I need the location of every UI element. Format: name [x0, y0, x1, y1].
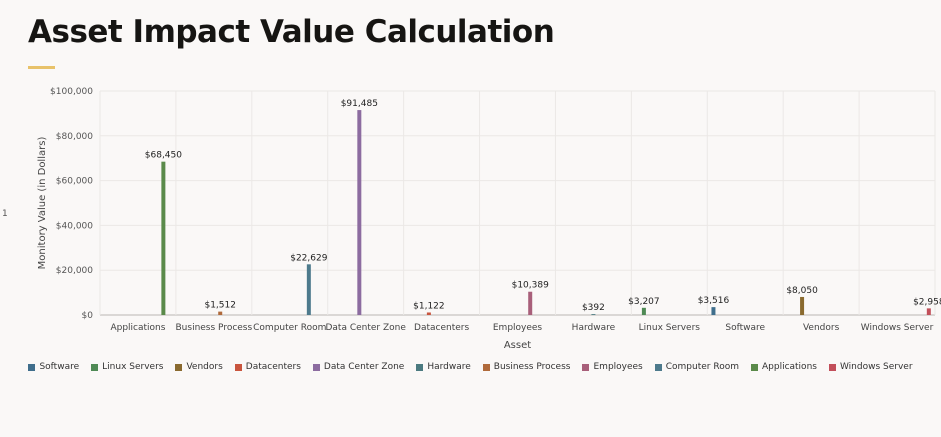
y-axis-label: Monitory Value (in Dollars): [37, 137, 48, 270]
legend-item[interactable]: Business Process: [482, 362, 571, 372]
data-label: $392: [582, 303, 605, 313]
bar: [641, 307, 646, 315]
legend-label: Computer Room: [665, 362, 739, 372]
legend-item[interactable]: Datacenters: [234, 362, 301, 372]
side-label: 1: [2, 209, 8, 219]
bar: [528, 291, 533, 315]
x-axis-categories: Applications Business Process Computer Roo…: [110, 323, 933, 333]
bar: [591, 314, 596, 315]
chart-grid: [99, 90, 936, 316]
x-tick-label: Employees: [493, 323, 543, 333]
legend-swatch: [416, 363, 424, 371]
bar: [800, 296, 805, 315]
legend-label: Linux Servers: [102, 362, 164, 372]
bar: [357, 110, 362, 315]
data-label: $3,516: [698, 296, 730, 306]
data-label: $3,207: [628, 297, 660, 307]
bar: [426, 312, 431, 315]
x-tick-label: Linux Servers: [639, 323, 701, 333]
data-label: $2,958: [913, 297, 941, 307]
bar: [926, 308, 931, 315]
legend-label: Vendors: [186, 362, 223, 372]
legend-item[interactable]: Computer Room: [654, 362, 739, 372]
legend-label: Hardware: [427, 362, 471, 372]
legend-label: Employees: [593, 362, 643, 372]
data-label: $8,050: [786, 286, 818, 296]
legend-label: Data Center Zone: [323, 362, 405, 372]
legend-swatch: [582, 363, 590, 371]
x-tick-label: Datacenters: [414, 323, 469, 333]
title-accent-bar: [28, 66, 55, 69]
data-label: $68,450: [145, 151, 182, 161]
legend-item[interactable]: Employees: [582, 362, 643, 372]
data-label: $10,389: [512, 281, 549, 291]
legend-swatch: [750, 363, 758, 371]
legend-label: Software: [39, 362, 80, 372]
chart-legend: Software Linux Servers Vendors Datacenters D…: [0, 362, 941, 372]
legend-swatch: [654, 363, 662, 371]
bar-chart: $0 $20,000 $40,000 $60,000 $80,000 $100,000 $…: [37, 87, 941, 351]
data-label: $91,485: [341, 99, 378, 109]
bar: [218, 311, 223, 315]
y-tick-label: $80,000: [56, 132, 93, 142]
legend-item[interactable]: Data Center Zone: [312, 362, 405, 372]
legend-label: Datacenters: [245, 362, 301, 372]
x-tick-label: Vendors: [803, 323, 840, 333]
legend-swatch: [91, 363, 99, 371]
x-tick-label: Software: [725, 323, 765, 333]
data-labels: $3,516 $3,207 $8,050 $1,122 $91,485 $392 $1,51…: [145, 99, 941, 313]
legend-swatch: [482, 363, 490, 371]
legend-item[interactable]: Linux Servers: [91, 362, 163, 372]
x-tick-label: Hardware: [572, 323, 616, 333]
data-label: $1,512: [204, 301, 236, 311]
x-tick-label: Computer Room: [253, 323, 326, 333]
legend-label: Windows Server: [839, 362, 913, 372]
x-tick-label: Applications: [110, 323, 165, 333]
legend-item[interactable]: Hardware: [416, 362, 471, 372]
legend-swatch: [28, 363, 36, 371]
legend-swatch: [312, 363, 320, 371]
x-tick-label: Data Center Zone: [325, 323, 406, 333]
legend-item[interactable]: Windows Server: [828, 362, 913, 372]
chart-bars: [161, 110, 931, 315]
y-tick-label: $20,000: [56, 266, 93, 276]
legend-label: Business Process: [493, 362, 571, 372]
bar: [306, 264, 311, 315]
data-label: $22,629: [290, 253, 327, 263]
bar: [161, 161, 166, 315]
y-tick-label: $100,000: [50, 87, 93, 97]
legend-item[interactable]: Applications: [750, 362, 817, 372]
legend-swatch: [234, 363, 242, 371]
y-axis-ticks: $0 $20,000 $40,000 $60,000 $80,000 $100,000: [50, 87, 93, 321]
legend-swatch: [828, 363, 836, 371]
legend-item[interactable]: Software: [28, 362, 79, 372]
bar: [711, 307, 716, 315]
x-tick-label: Windows Server: [861, 323, 934, 333]
page-title: Asset Impact Value Calculation: [28, 14, 555, 50]
x-tick-label: Business Process: [176, 323, 253, 333]
x-axis-label: Asset: [504, 340, 531, 351]
data-label: $1,122: [413, 301, 445, 311]
legend-swatch: [175, 363, 183, 371]
y-tick-label: $60,000: [56, 177, 93, 187]
legend-item[interactable]: Vendors: [175, 362, 223, 372]
y-tick-label: $40,000: [56, 221, 93, 231]
legend-label: Applications: [761, 362, 817, 372]
y-tick-label: $0: [82, 311, 94, 321]
